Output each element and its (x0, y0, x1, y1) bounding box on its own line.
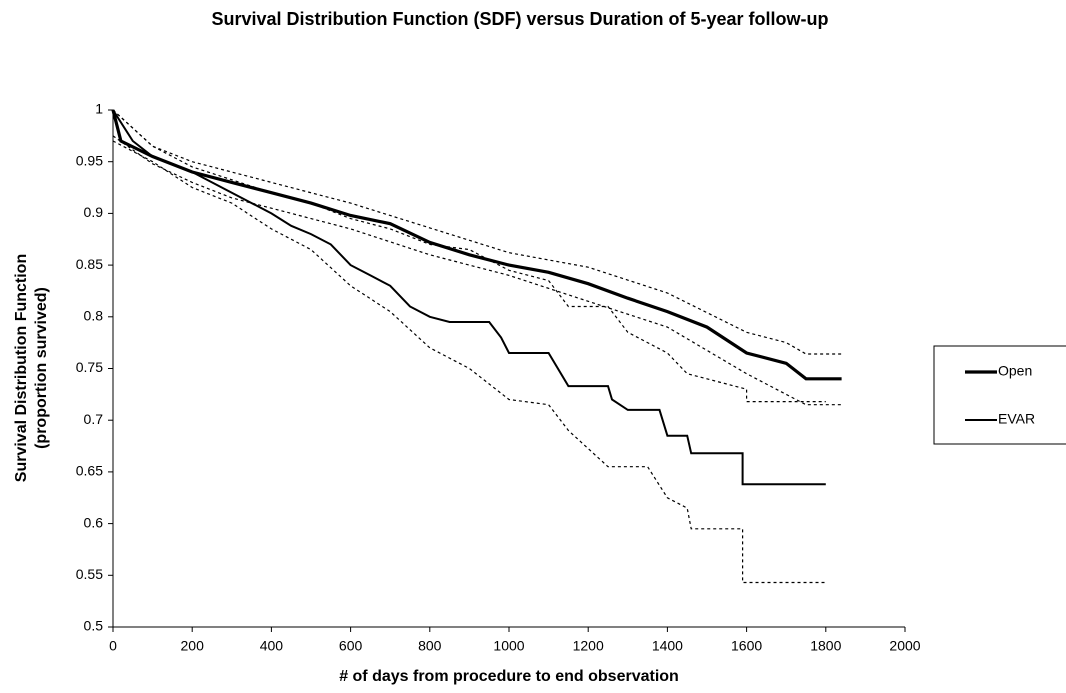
y-tick-label: 0.9 (84, 204, 104, 220)
y-tick-label: 0.65 (76, 463, 103, 479)
x-tick-label: 800 (418, 638, 442, 654)
legend-label: Open (998, 363, 1032, 379)
x-tick-label: 1200 (573, 638, 604, 654)
x-axis-title: # of days from procedure to end observat… (339, 668, 679, 685)
confidence-line (112, 135, 842, 406)
x-tick-label: 1600 (731, 638, 762, 654)
y-tick-label: 0.6 (84, 514, 104, 530)
y-tick-label: 0.55 (76, 566, 103, 582)
y-tick-label: 1 (95, 101, 103, 117)
y-tick-label: 0.75 (76, 359, 103, 375)
y-axis-title: Survival Distribution Function (13, 254, 30, 482)
confidence-line (112, 109, 842, 355)
x-tick-label: 0 (109, 638, 117, 654)
legend-label: EVAR (998, 411, 1035, 427)
legend-box (933, 345, 1066, 445)
survival-line (111, 109, 842, 381)
x-tick-label: 2000 (889, 638, 920, 654)
x-tick-label: 200 (181, 638, 205, 654)
y-axis-title: (proportion survived) (33, 287, 50, 449)
y-tick-label: 0.95 (76, 152, 103, 168)
x-tick-label: 1000 (493, 638, 524, 654)
x-tick-label: 600 (339, 638, 363, 654)
x-tick-label: 1400 (652, 638, 683, 654)
y-tick-label: 0.5 (84, 618, 104, 634)
chart-title: Survival Distribution Function (SDF) ver… (211, 9, 828, 29)
y-tick-label: 0.85 (76, 256, 103, 272)
x-tick-label: 400 (260, 638, 284, 654)
confidence-line (112, 109, 826, 403)
confidence-line (112, 140, 826, 584)
y-tick-label: 0.7 (84, 411, 104, 427)
survival-line (112, 109, 826, 486)
y-tick-label: 0.8 (84, 308, 104, 324)
x-tick-label: 1800 (810, 638, 841, 654)
